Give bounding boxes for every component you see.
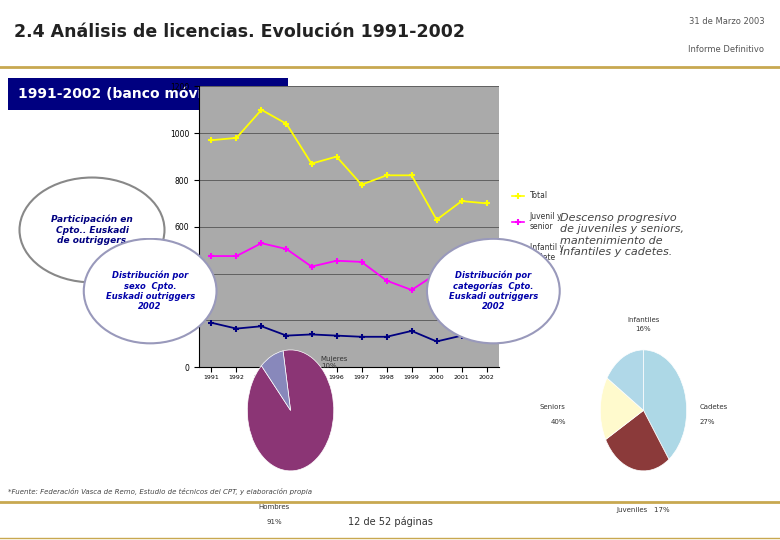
FancyBboxPatch shape bbox=[8, 78, 288, 110]
Ellipse shape bbox=[83, 239, 217, 343]
Text: Mujeres
10%: Mujeres 10% bbox=[321, 355, 348, 368]
Legend: Total, Juvenil y
senior, Infantil y
cadete: Total, Juvenil y senior, Infantil y cade… bbox=[509, 188, 567, 265]
Text: Infantiles: Infantiles bbox=[627, 316, 660, 323]
Text: Juveniles   17%: Juveniles 17% bbox=[617, 507, 670, 513]
Text: Hombres: Hombres bbox=[259, 504, 290, 510]
Wedge shape bbox=[605, 410, 669, 471]
Wedge shape bbox=[261, 351, 290, 410]
Text: Informe Definitivo: Informe Definitivo bbox=[689, 45, 764, 53]
Text: Distribución por
categorías  Cpto.
Euskadi outriggers
2002: Distribución por categorías Cpto. Euskad… bbox=[448, 271, 538, 312]
Text: Participación en
Cpto.. Euskadi
de outriggers: Participación en Cpto.. Euskadi de outri… bbox=[51, 215, 133, 245]
Text: 12 de 52 páginas: 12 de 52 páginas bbox=[348, 517, 432, 527]
Text: 31 de Marzo 2003: 31 de Marzo 2003 bbox=[689, 17, 764, 25]
Text: 1991-2002 (banco móvil): 1991-2002 (banco móvil) bbox=[18, 87, 213, 101]
Wedge shape bbox=[601, 378, 644, 440]
Text: 40%: 40% bbox=[550, 420, 566, 426]
Text: Descenso progresivo
de juveniles y seniors,
mantenimiento de
infantiles y cadete: Descenso progresivo de juveniles y senio… bbox=[560, 213, 684, 258]
Ellipse shape bbox=[427, 239, 560, 343]
Text: 16%: 16% bbox=[636, 326, 651, 332]
Text: *Fuente: Federación Vasca de Remo, Estudio de técnicos del CPT, y elaboración pr: *Fuente: Federación Vasca de Remo, Estud… bbox=[8, 488, 312, 495]
Text: Seniors: Seniors bbox=[540, 404, 566, 410]
Text: Cadetes: Cadetes bbox=[700, 404, 728, 410]
Wedge shape bbox=[247, 350, 334, 471]
Ellipse shape bbox=[20, 178, 165, 282]
Wedge shape bbox=[607, 350, 644, 410]
Text: Distribución por
sexo  Cpto.
Euskadi outriggers
2002: Distribución por sexo Cpto. Euskadi outr… bbox=[105, 271, 195, 312]
Wedge shape bbox=[644, 350, 686, 460]
Text: 27%: 27% bbox=[700, 420, 715, 426]
Text: 2.4 Análisis de licencias. Evolución 1991-2002: 2.4 Análisis de licencias. Evolución 199… bbox=[14, 23, 465, 40]
Text: 91%: 91% bbox=[267, 519, 282, 525]
